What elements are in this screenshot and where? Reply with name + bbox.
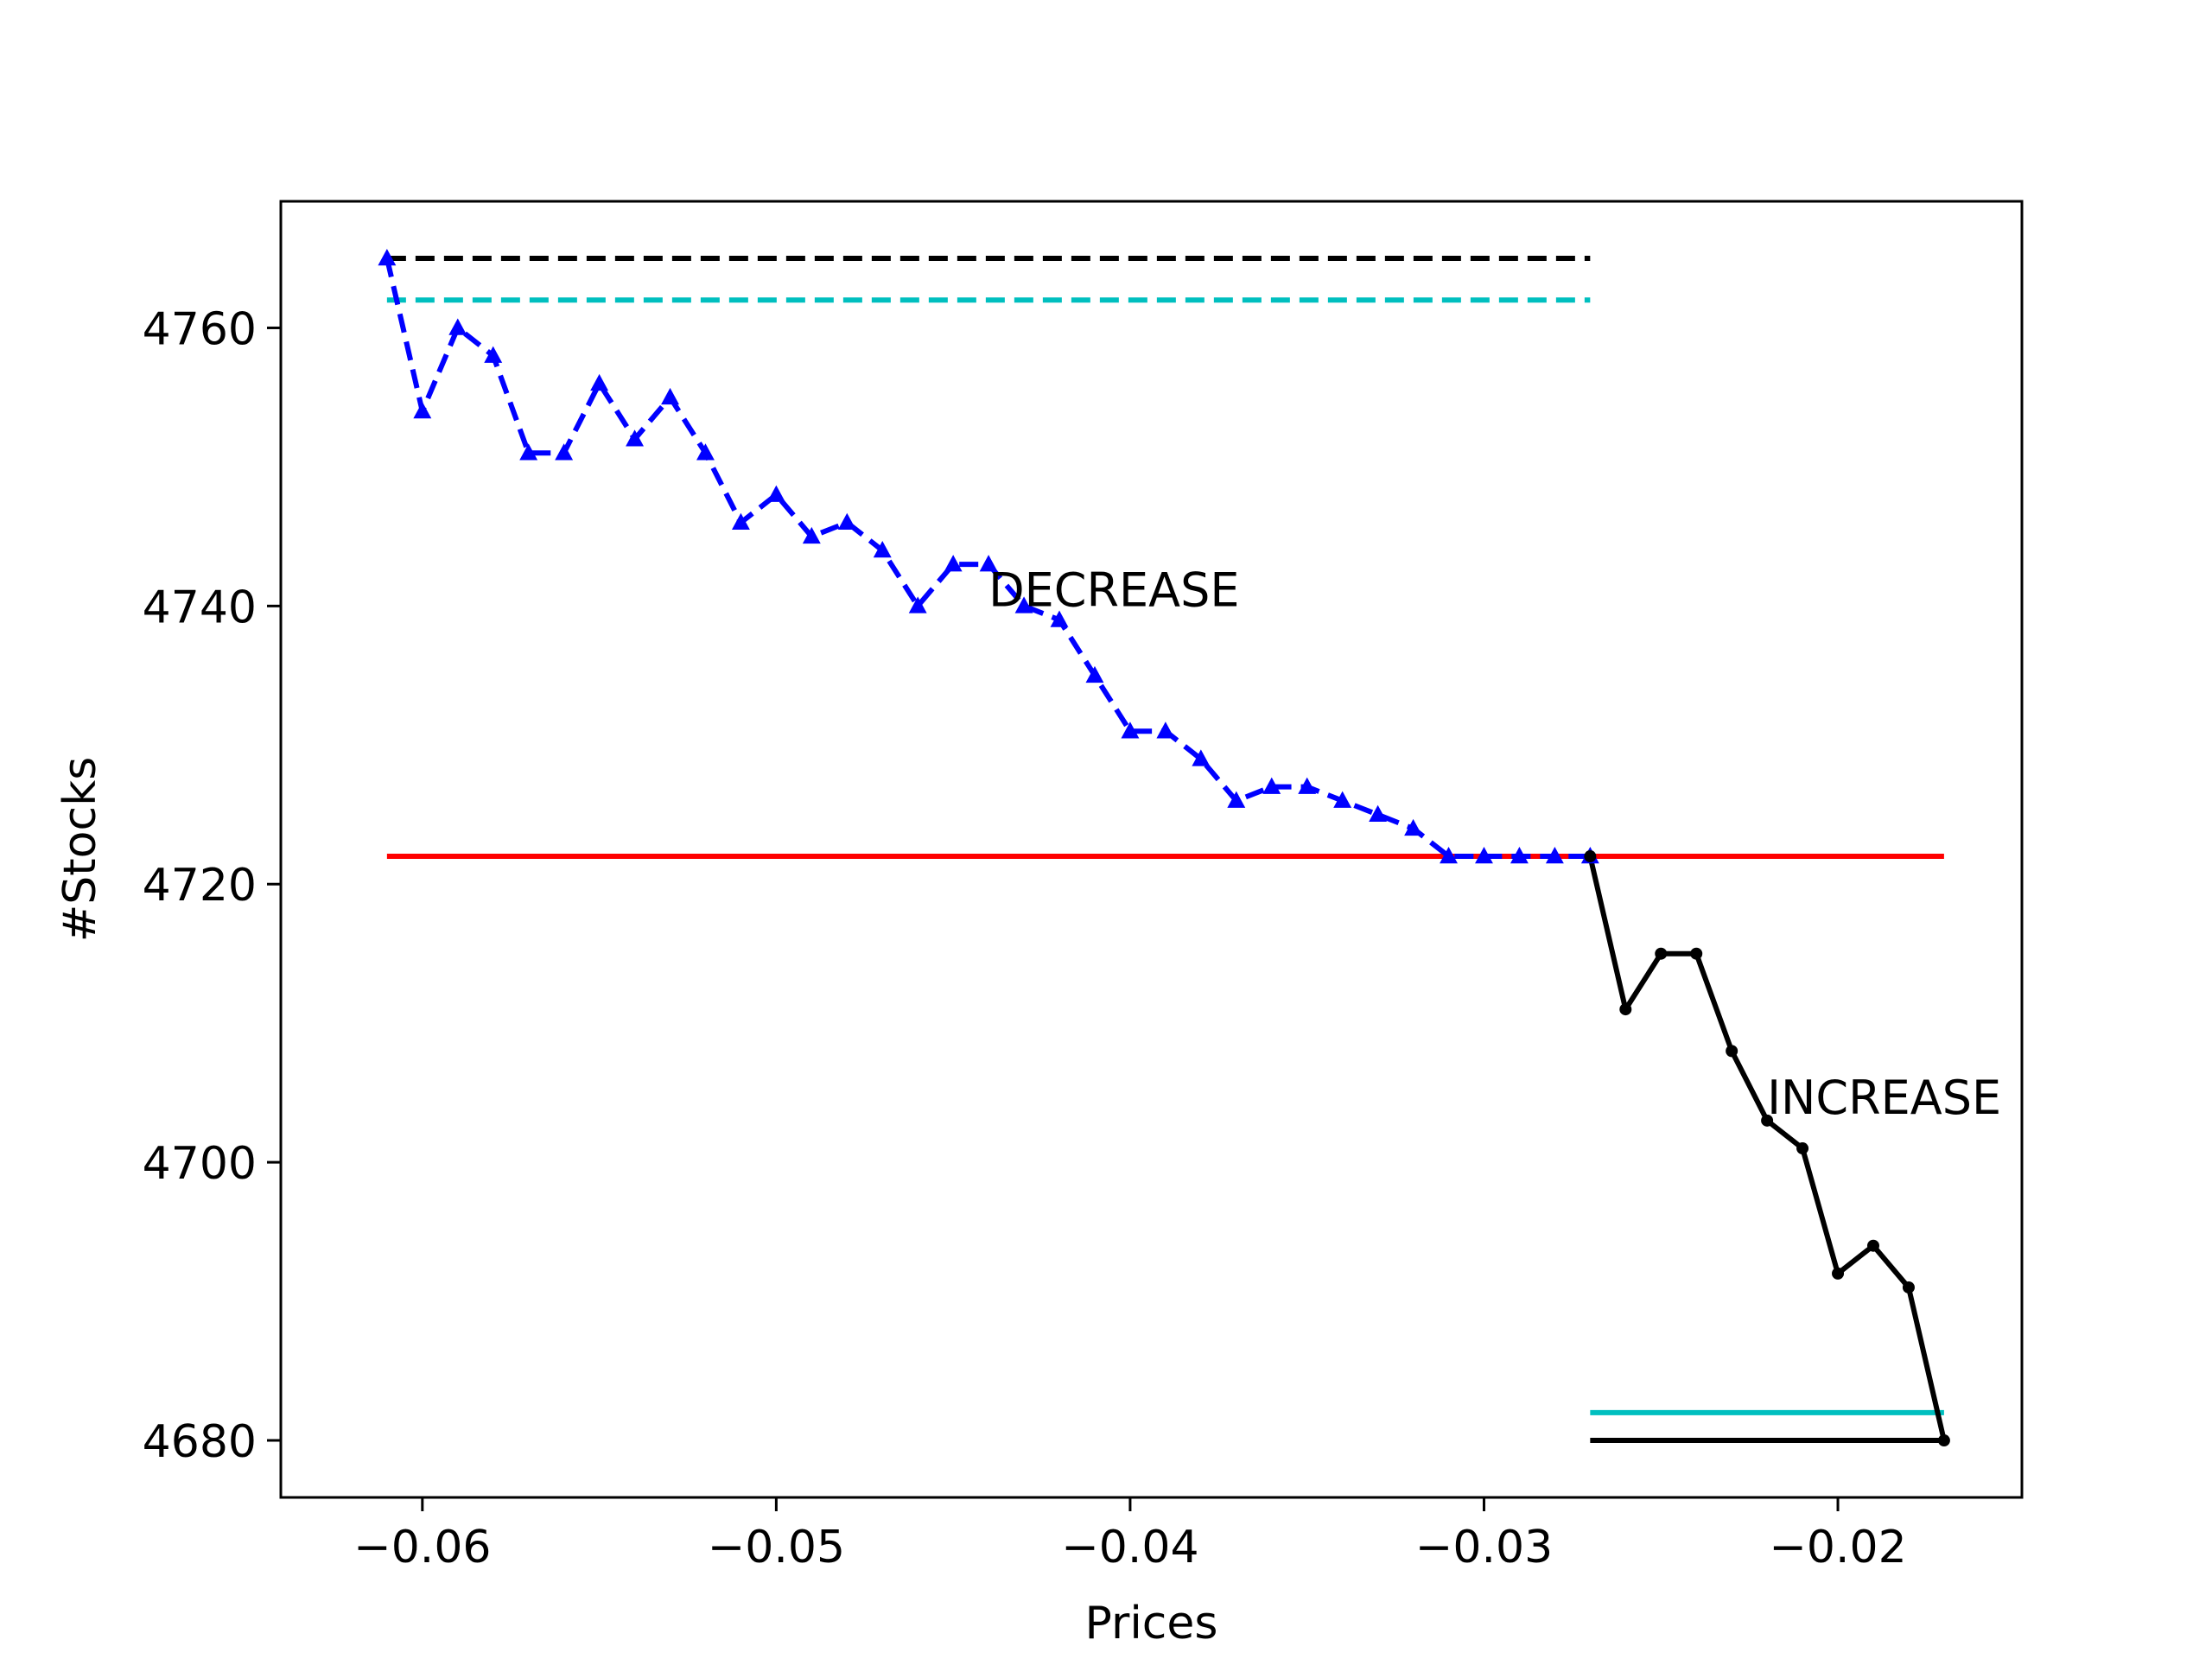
data-point (1440, 847, 1458, 864)
data-point (1121, 721, 1140, 739)
annotations: DECREASE INCREASE (988, 563, 2001, 1124)
data-point (944, 555, 963, 572)
data-point (731, 512, 750, 531)
data-point (555, 443, 574, 461)
data-point (1655, 947, 1668, 960)
data-point (979, 555, 998, 572)
y-tick-label: 4720 (143, 860, 257, 912)
data-point (1832, 1267, 1845, 1280)
plot-frame (279, 200, 2024, 1499)
data-point (1050, 610, 1069, 627)
data-point (1510, 847, 1529, 864)
data-point (1726, 1045, 1738, 1058)
data-point (661, 387, 679, 405)
data-point (1619, 1003, 1632, 1016)
data-point (1192, 749, 1211, 766)
data-point (1404, 818, 1423, 836)
data-point (766, 485, 785, 502)
y-axis-label: #Stocks (54, 757, 106, 943)
data-point (1866, 1239, 1879, 1252)
data-point (873, 540, 892, 558)
data-point (448, 318, 467, 335)
data-point (1796, 1142, 1809, 1155)
x-tick-label: −0.02 (1769, 1522, 1906, 1573)
series-markers (378, 248, 1950, 1447)
data-point (1333, 791, 1352, 808)
x-tick-label: −0.05 (708, 1522, 845, 1573)
y-tick-label: 4680 (143, 1416, 257, 1468)
data-point (837, 512, 856, 531)
data-point (413, 402, 432, 419)
y-tick-label: 4700 (143, 1138, 257, 1190)
data-point (1761, 1114, 1774, 1127)
data-point (908, 596, 927, 613)
data-point (1584, 850, 1597, 863)
data-point (1475, 847, 1493, 864)
data-point (696, 443, 715, 461)
data-point (1014, 596, 1033, 613)
data-point (1902, 1281, 1915, 1294)
x-tick-label: −0.04 (1061, 1522, 1198, 1573)
x-axis: −0.06 −0.05 −0.04 −0.03 −0.02 (353, 1497, 1907, 1573)
data-point (1085, 665, 1104, 683)
data-point (626, 429, 645, 447)
data-point (1262, 777, 1281, 794)
x-axis-label: Prices (1085, 1598, 1218, 1649)
data-point (1369, 804, 1388, 823)
data-point (802, 526, 821, 544)
data-point (1156, 721, 1175, 739)
x-tick-label: −0.03 (1415, 1522, 1553, 1573)
y-tick-label: 4740 (143, 582, 257, 633)
data-point (590, 373, 609, 391)
data-point (1545, 847, 1564, 864)
y-axis: 4680 4700 4720 4740 4760 (143, 303, 281, 1468)
data-point (1690, 947, 1703, 960)
data-point (1298, 777, 1317, 794)
x-tick-label: −0.06 (353, 1522, 491, 1573)
data-point (519, 443, 538, 461)
reference-lines (386, 255, 1944, 1444)
data-point (1227, 791, 1246, 808)
data-point (484, 346, 503, 363)
data-point (378, 248, 397, 266)
annotation-label: INCREASE (1767, 1071, 2001, 1125)
y-tick-label: 4760 (143, 303, 257, 355)
annotation-label: DECREASE (988, 563, 1239, 617)
data-point (1937, 1434, 1950, 1447)
